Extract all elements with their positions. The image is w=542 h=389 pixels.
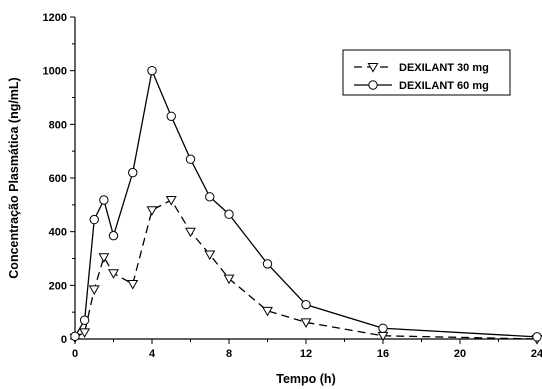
series-1 [69,196,542,345]
y-tick-label: 200 [49,280,67,292]
data-point [532,332,542,342]
x-tick-label: 0 [72,348,78,360]
data-point [79,315,90,325]
legend: DEXILANT 30 mg DEXILANT 60 mg [342,49,511,96]
data-point [185,154,196,164]
data-point [146,206,158,216]
data-point [223,274,235,285]
data-point [70,331,80,342]
y-tick-label: 1000 [43,66,67,78]
y-tick-label: 0 [61,334,67,346]
data-point [147,65,157,76]
x-tick-label: 4 [149,348,156,360]
x-tick-label: 8 [226,348,232,360]
data-point [108,269,119,279]
series-line [74,68,538,338]
data-point [88,285,100,295]
data-point [204,250,216,261]
series-line [74,199,538,340]
y-tick-label: 600 [49,173,67,185]
data-point [185,227,196,238]
legend-label: DEXILANT 30 mg [399,62,489,74]
x-tick-label: 12 [300,348,312,360]
y-axis-label: Concentração Plasmática (ng/mL) [7,77,21,278]
legend-marker [368,80,378,90]
data-point [127,280,139,290]
x-tick-label: 24 [531,348,542,360]
y-tick-label: 800 [49,119,67,131]
data-point [79,328,91,338]
data-point [224,209,234,219]
x-tick-label: 20 [454,348,466,360]
series-layer [69,65,542,345]
y-tick-label: 400 [49,227,67,239]
data-point [128,167,138,178]
data-point [165,196,177,206]
data-point [378,323,388,333]
data-point [300,318,312,328]
data-point [98,253,110,263]
data-point [262,306,273,317]
data-point [99,195,109,205]
series-2 [70,65,542,342]
axes: 0 200 400 600 800 1000 1200 0 4 8 12 16 20 24 [43,12,542,360]
legend-marker [367,63,379,73]
data-point [205,192,215,202]
x-axis-label: Tempo (h) [276,372,335,386]
data-point [166,111,176,121]
legend-label: DEXILANT 60 mg [399,80,489,92]
data-point [301,299,311,310]
data-point [262,259,273,269]
x-tick-label: 16 [377,348,389,360]
data-point [108,230,119,241]
y-tick-label: 1200 [43,12,67,24]
data-point [89,214,99,225]
